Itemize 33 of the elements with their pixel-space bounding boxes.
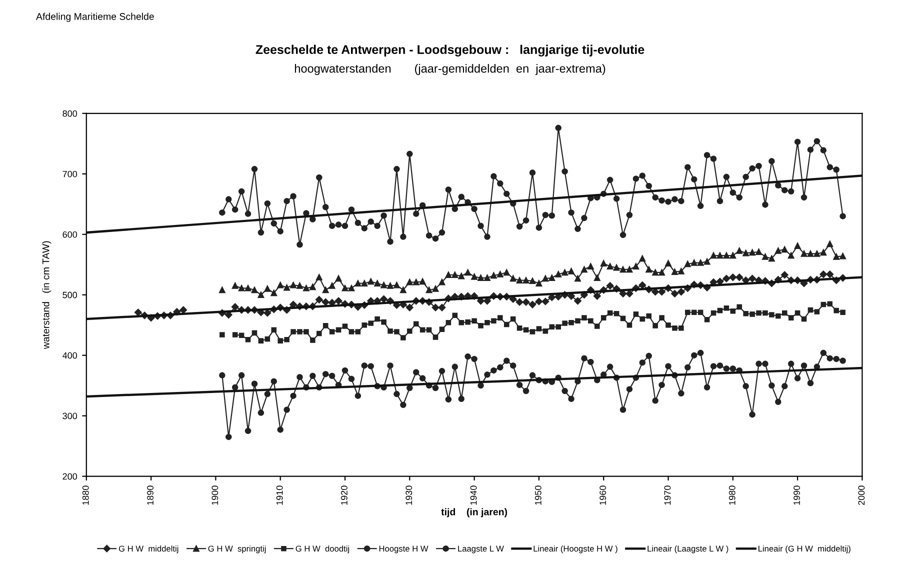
x-tick-label: 1930 (406, 486, 412, 505)
y-tick-label: 500 (62, 292, 78, 298)
chart-subtitle: hoogwaterstanden (jaar-gemiddelden en jaar-extrema) (294, 64, 606, 76)
x-tick-label: 1890 (147, 486, 154, 505)
x-tick-label: 1910 (276, 486, 283, 505)
x-tick-label: 1940 (470, 486, 477, 505)
y-tick-label: 300 (62, 412, 78, 420)
x-tick-label: 1880 (82, 486, 89, 505)
y-tick-label: 400 (62, 352, 78, 359)
x-tick-label: 1970 (664, 486, 671, 505)
x-tick-label: 1960 (600, 486, 606, 505)
x-tick-label: 2000 (858, 486, 865, 505)
x-tick-label: 1950 (534, 486, 542, 505)
legend-label: Hoogste H W (379, 546, 428, 554)
y-tick-label: 600 (62, 231, 78, 238)
y-axis-title: waterstand (in cm TAW) (42, 241, 52, 350)
x-tick-label: 1990 (794, 486, 800, 505)
y-tick-label: 700 (62, 170, 78, 178)
legend-label: G H W middeltij (118, 545, 178, 554)
text: Afdeling Maritieme Schelde (36, 12, 154, 22)
legend-label: Lineair (Hoogste H W ) (534, 545, 618, 554)
legend-label: G H W springtij (208, 545, 266, 554)
x-tick-label: 1920 (341, 486, 348, 505)
x-tick-label: 1900 (212, 486, 218, 505)
y-tick-label: 800 (62, 110, 78, 117)
legend-label: Lineair (Laagste L W ) (648, 545, 728, 554)
x-axis-title: tijd (in jaren) (441, 508, 508, 518)
legend-label: G H W doodtij (296, 545, 350, 554)
chart-title: Zeeschelde te Antwerpen - Loodsgebouw : langjarige tij-evolutie (256, 44, 644, 57)
y-tick-label: 200 (62, 473, 78, 480)
legend-label: Laagste L W (458, 546, 504, 554)
legend-label: Lineair (G H W middeltij) (758, 545, 850, 554)
x-tick-label: 1980 (728, 486, 736, 505)
